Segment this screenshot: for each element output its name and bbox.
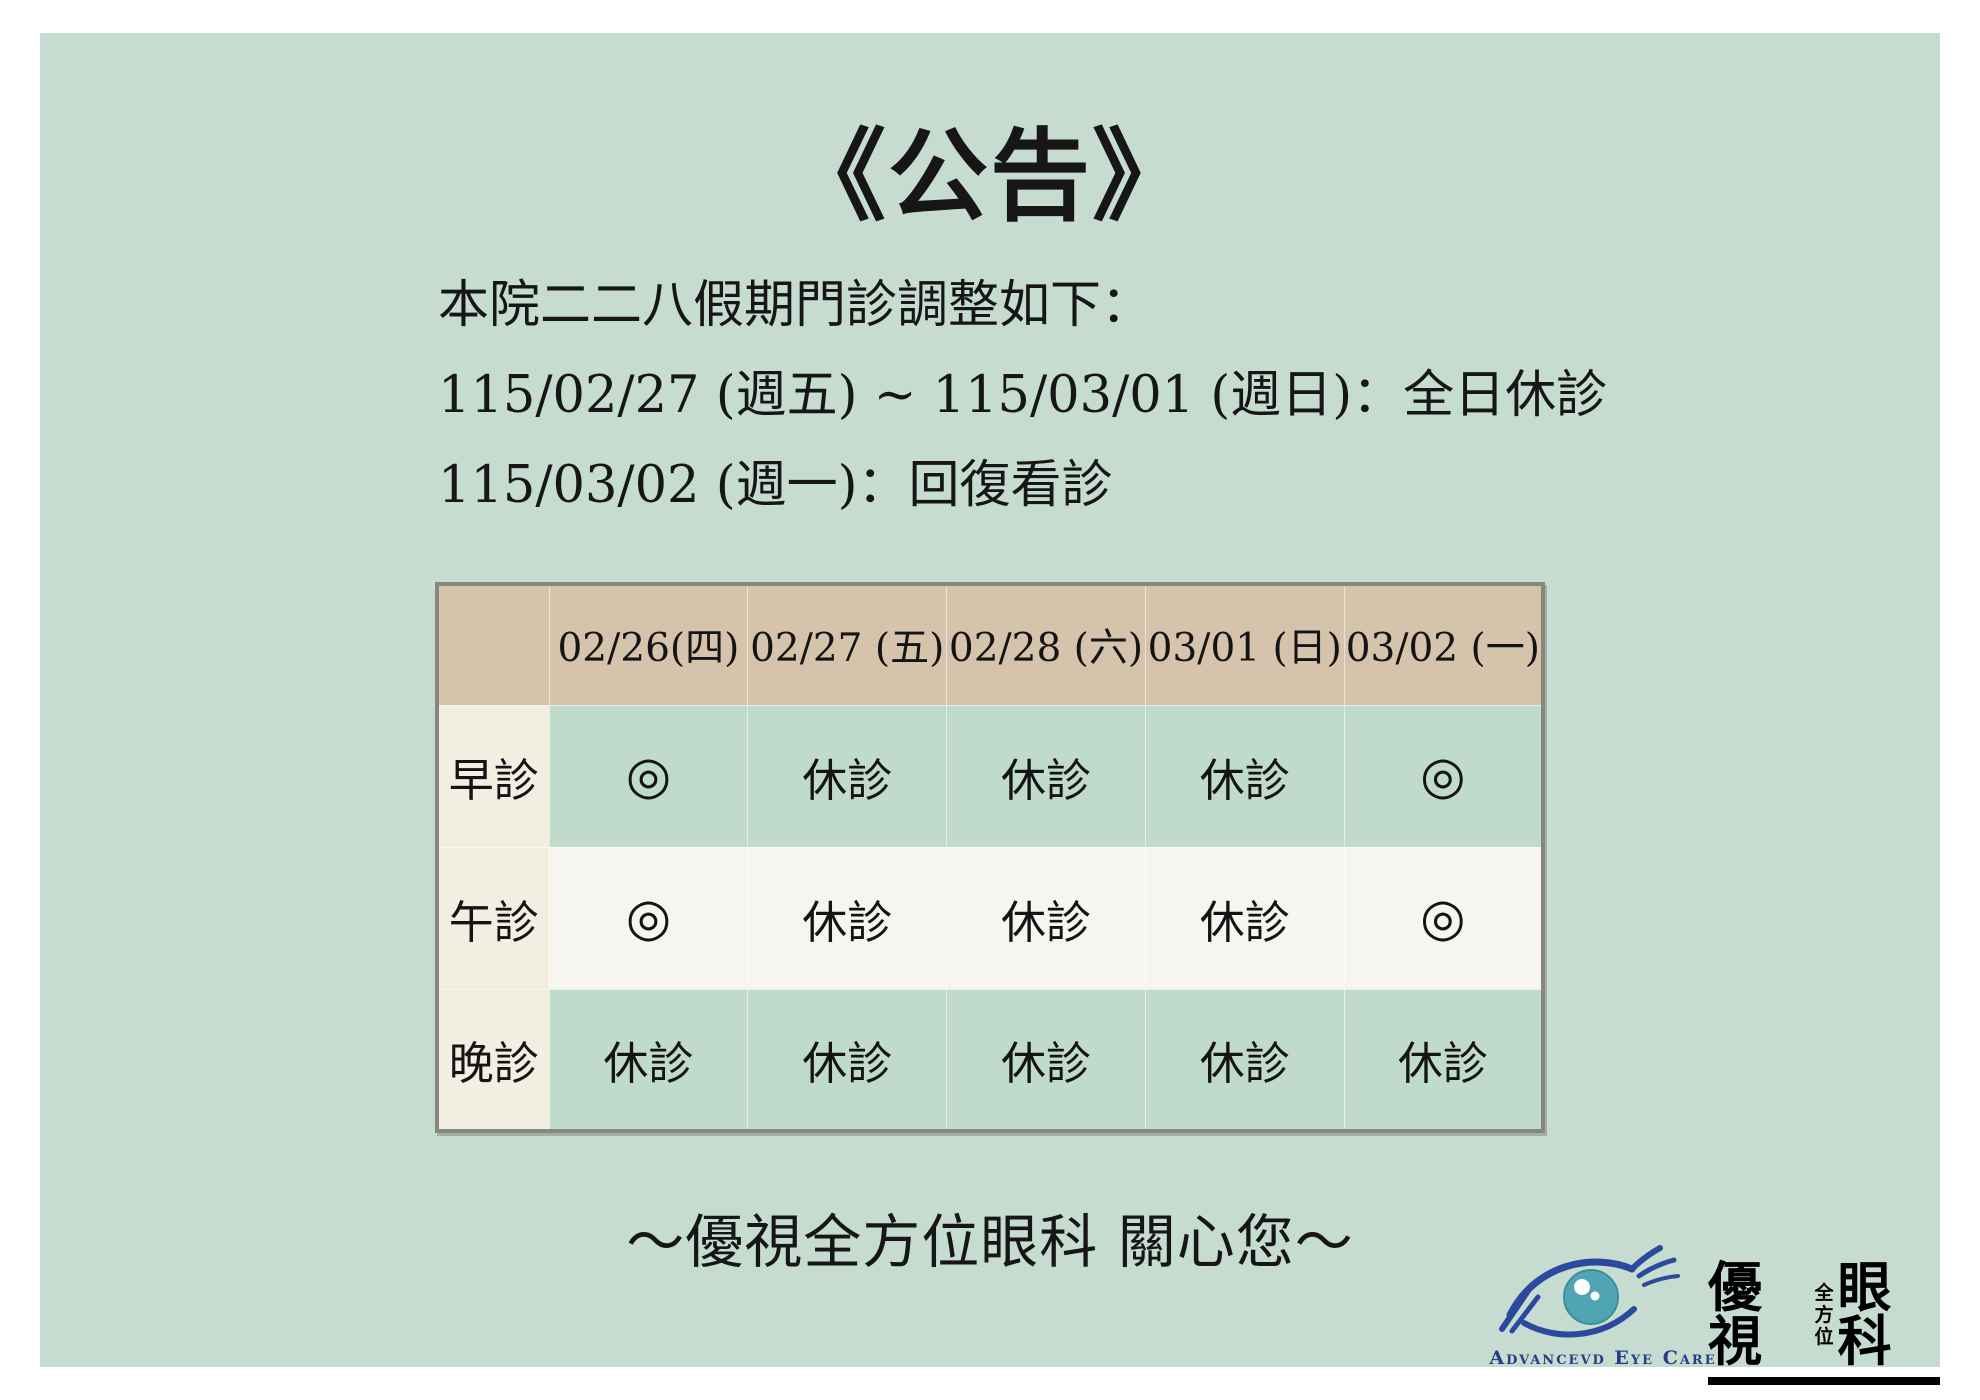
notice-text-block: 本院二二八假期門診調整如下： 115/02/27 (週五) ~ 115/03/0… bbox=[438, 261, 1688, 531]
column-header-0302: 03/02 (一) bbox=[1343, 583, 1544, 706]
schedule-cell: 休診 bbox=[1144, 846, 1345, 990]
schedule-cell: 休診 bbox=[1343, 988, 1544, 1132]
notice-line-1: 本院二二八假期門診調整如下： bbox=[438, 276, 1153, 335]
schedule-cell: ◎ bbox=[548, 846, 749, 990]
clinic-cjk-logo: 優視 全 方 位 眼科 bbox=[1708, 1261, 1940, 1385]
table-header-row: 02/26(四) 02/27 (五) 02/28 (六) 03/01 (日) 0… bbox=[436, 583, 1544, 706]
schedule-table: 02/26(四) 02/27 (五) 02/28 (六) 03/01 (日) 0… bbox=[435, 582, 1545, 1133]
clinic-logo: Advancevd Eye Care bbox=[1488, 1245, 1718, 1369]
notice-line-3: 115/03/02 (週一)：回復看診 bbox=[438, 456, 1113, 515]
eye-icon bbox=[1498, 1245, 1680, 1338]
schedule-cell: 休診 bbox=[946, 846, 1146, 990]
footer-message: ～優視全方位眼科 關心您～ bbox=[626, 1208, 1354, 1276]
table-row-morning: 早診 ◎ 休診 休診 休診 ◎ bbox=[436, 704, 1544, 848]
schedule-cell: ◎ bbox=[1343, 704, 1544, 848]
clinic-english-name: Advancevd Eye Care bbox=[1489, 1347, 1717, 1369]
table-row-afternoon: 午診 ◎ 休診 休診 休診 ◎ bbox=[436, 846, 1544, 990]
clinic-cjk-primary: 優視 bbox=[1708, 1256, 1762, 1373]
schedule-cell: 休診 bbox=[946, 988, 1146, 1132]
clinic-cjk-secondary: 眼科 bbox=[1837, 1256, 1892, 1373]
row-label-morning: 早診 bbox=[436, 704, 550, 848]
schedule-cell: 休診 bbox=[1144, 704, 1345, 848]
schedule-cell: ◎ bbox=[548, 704, 749, 848]
schedule-cell: 休診 bbox=[548, 988, 749, 1132]
corner-cell bbox=[436, 583, 550, 706]
announcement-canvas: 《公告》 本院二二八假期門診調整如下： 115/02/27 (週五) ~ 115… bbox=[40, 33, 1940, 1385]
notice-line-2: 115/02/27 (週五) ~ 115/03/01 (週日)：全日休診 bbox=[438, 366, 1608, 425]
row-label-evening: 晚診 bbox=[436, 988, 550, 1132]
column-header-0228: 02/28 (六) bbox=[946, 583, 1146, 706]
schedule-cell: 休診 bbox=[747, 846, 948, 990]
schedule-cell: 休診 bbox=[747, 988, 948, 1132]
column-header-0301: 03/01 (日) bbox=[1144, 583, 1345, 706]
schedule-cell: 休診 bbox=[946, 704, 1146, 848]
schedule-cell: 休診 bbox=[1144, 988, 1345, 1132]
page-title: 《公告》 bbox=[786, 117, 1194, 235]
table-row-evening: 晚診 休診 休診 休診 休診 休診 bbox=[436, 988, 1544, 1132]
column-header-0226: 02/26(四) bbox=[548, 583, 749, 706]
schedule-cell: ◎ bbox=[1343, 846, 1544, 990]
clinic-cjk-middle: 全 方 位 bbox=[1814, 1282, 1834, 1348]
column-header-0227: 02/27 (五) bbox=[747, 583, 948, 706]
schedule-cell: 休診 bbox=[747, 704, 948, 848]
row-label-afternoon: 午診 bbox=[436, 846, 550, 990]
